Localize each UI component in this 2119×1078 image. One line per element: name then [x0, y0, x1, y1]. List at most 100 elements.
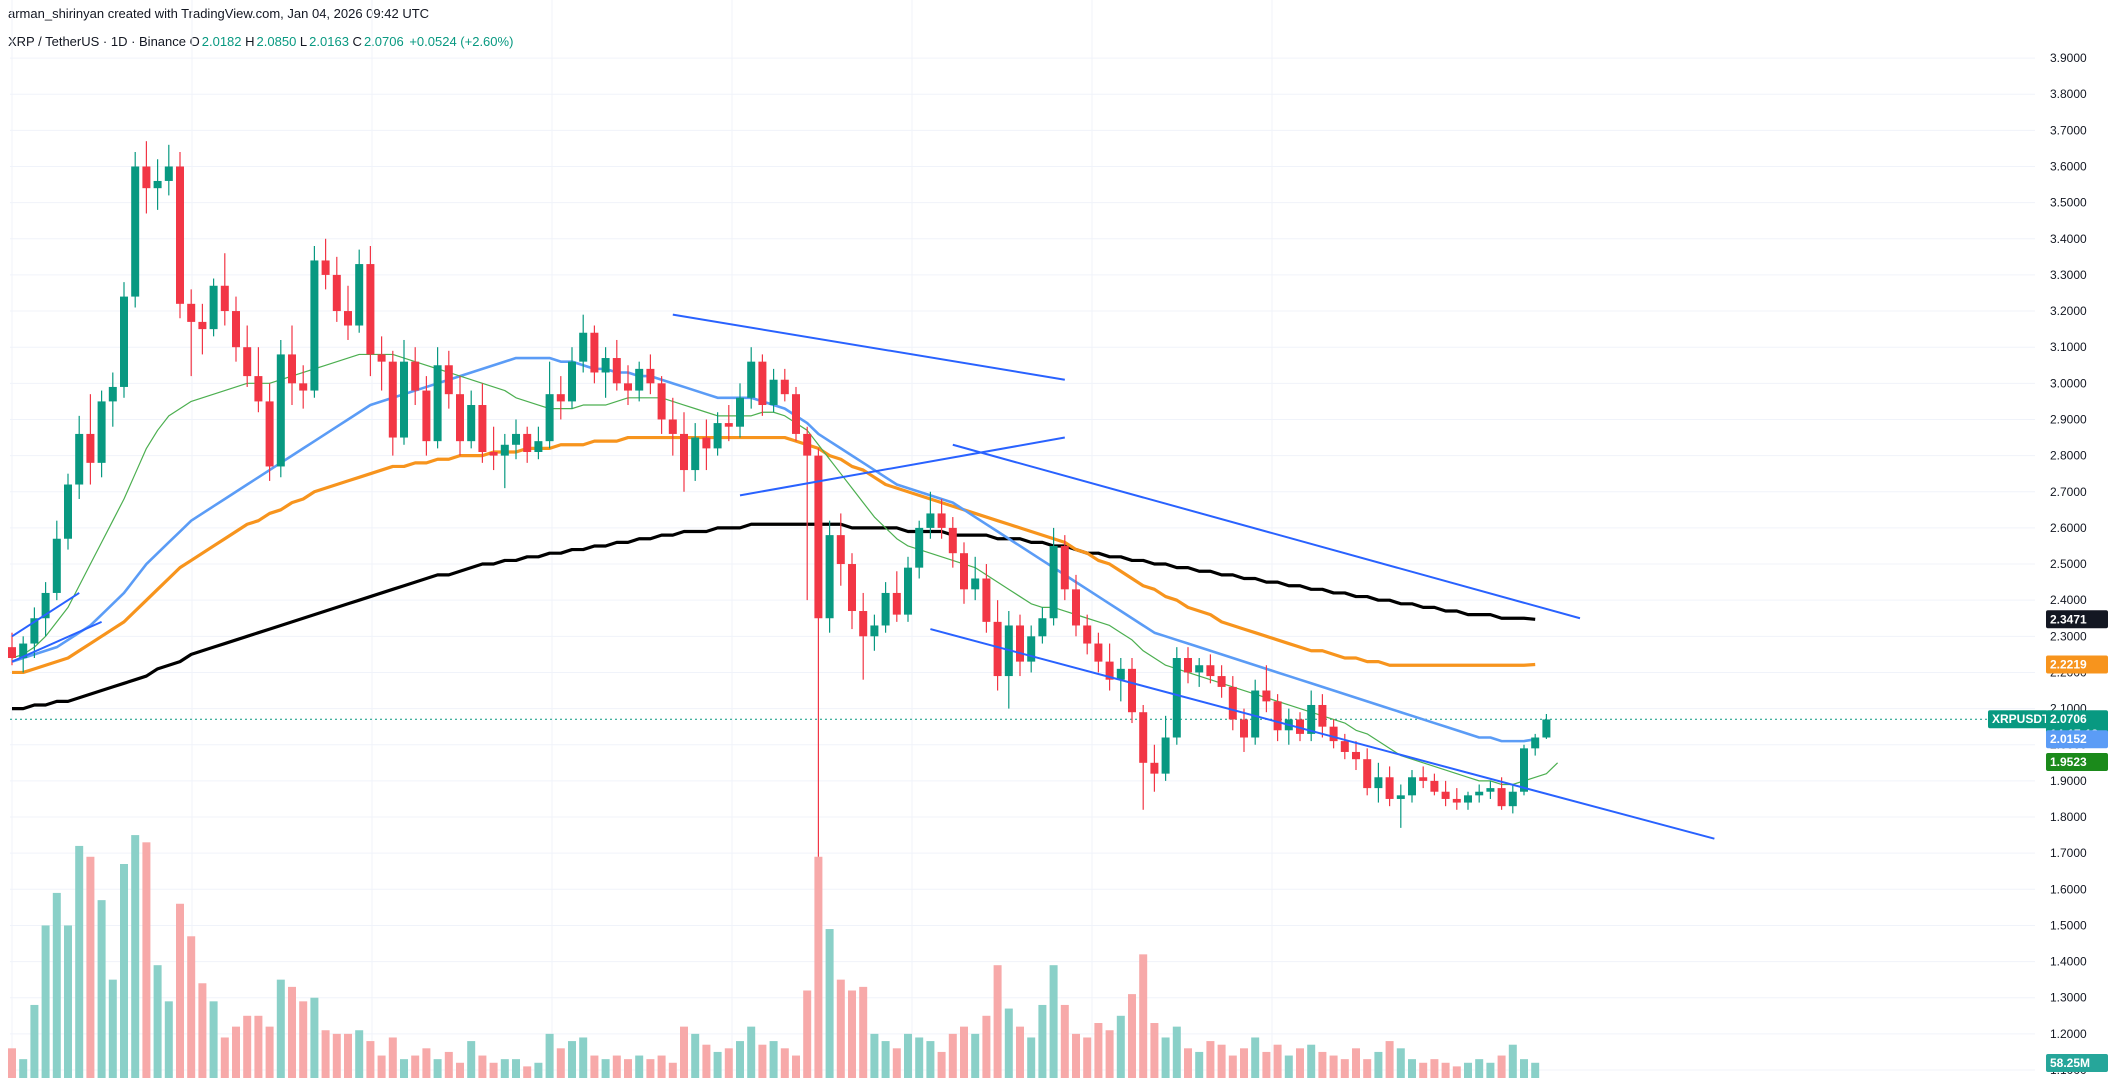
- trendlines[interactable]: [11, 313, 1715, 840]
- volume-bar: [948, 1033, 957, 1078]
- low-label: L: [299, 34, 308, 49]
- price-tick-label: 3.5000: [2050, 196, 2087, 210]
- candle-body: [702, 437, 711, 449]
- volume-bar: [1060, 1004, 1069, 1078]
- candle-body: [131, 166, 140, 297]
- volume-bar: [411, 1055, 420, 1078]
- candle-body: [1273, 701, 1282, 731]
- candle-body: [1542, 719, 1551, 738]
- candle-body: [780, 379, 789, 395]
- candle-body: [601, 358, 610, 373]
- candle-body: [1430, 780, 1439, 792]
- price-tag-value: 58.25M: [2050, 1056, 2090, 1070]
- volume-bar: [310, 997, 319, 1078]
- candle-body: [1195, 665, 1204, 673]
- candle-body: [926, 513, 935, 528]
- volume-bar: [41, 925, 50, 1078]
- candle-body: [814, 455, 823, 619]
- price-tick-label: 2.9000: [2050, 412, 2087, 426]
- price-tick-label: 3.0000: [2050, 376, 2087, 390]
- volume-bar: [288, 986, 296, 1078]
- price-tick-label: 3.2000: [2050, 304, 2087, 318]
- candle-body: [792, 394, 800, 434]
- candle-body: [1150, 762, 1159, 774]
- volume-bar: [1016, 1026, 1024, 1078]
- volume-bar: [556, 1048, 565, 1078]
- volume-bar: [209, 1001, 218, 1078]
- candle-body: [444, 365, 453, 395]
- volume-bar: [523, 1066, 532, 1078]
- candle-body: [848, 564, 856, 612]
- candle-body: [1408, 777, 1416, 796]
- volume-bar: [1296, 1048, 1304, 1078]
- candle-body: [489, 452, 498, 456]
- candle-body: [332, 274, 341, 312]
- volume-bar: [1363, 1059, 1372, 1078]
- chart-credit: arman_shirinyan created with TradingView…: [8, 6, 430, 21]
- price-tick-label: 1.2000: [2050, 1027, 2087, 1041]
- volume-bar: [1307, 1044, 1316, 1078]
- volume-bar: [97, 900, 106, 1078]
- candle-body: [1116, 668, 1125, 680]
- candle-body: [859, 611, 868, 637]
- candle-body: [1318, 704, 1327, 727]
- trendline: [11, 620, 103, 663]
- volume-bar: [881, 1041, 890, 1078]
- volume-bar: [52, 892, 61, 1078]
- volume-bar: [1038, 1004, 1047, 1078]
- grid-lines: [10, 0, 2035, 1078]
- volume-bar: [1419, 1062, 1428, 1078]
- candle-body: [52, 538, 61, 593]
- price-tick-label: 1.3000: [2050, 991, 2087, 1005]
- candle-body: [467, 405, 476, 442]
- candle-body: [276, 354, 285, 467]
- candle-body: [724, 423, 733, 427]
- candle-body: [1206, 665, 1215, 677]
- symbol-name[interactable]: XRP / TetherUS · 1D · Binance: [8, 34, 186, 49]
- candle-body: [153, 180, 162, 189]
- volume-bar: [724, 1048, 733, 1078]
- candle-body: [8, 647, 16, 658]
- volume-bar: [1083, 1037, 1092, 1078]
- candle-body: [299, 383, 308, 391]
- volume-bar: [825, 929, 834, 1078]
- candle-body: [971, 578, 980, 590]
- volume-bar: [86, 856, 95, 1078]
- volume-bar: [702, 1044, 711, 1078]
- price-tick-label: 2.6000: [2050, 521, 2087, 535]
- volume-bar: [19, 1059, 28, 1078]
- candle-body: [1508, 791, 1517, 807]
- candle-body: [579, 332, 588, 362]
- candle-body: [1060, 545, 1069, 590]
- volume-bar: [187, 936, 196, 1078]
- candle-body: [478, 405, 487, 452]
- candle-body: [108, 386, 117, 402]
- low-value: 2.0163: [309, 34, 349, 49]
- candle-body: [1452, 798, 1461, 803]
- candle-body: [993, 621, 1002, 677]
- candle-body: [1296, 719, 1304, 734]
- price-axis[interactable]: 3.9000 3.8000 3.7000 3.6000 3.5000 3.4000 3.30…: [2050, 51, 2087, 1077]
- candle-body: [1486, 788, 1495, 792]
- volume-bar: [131, 835, 140, 1078]
- candle-body: [747, 361, 756, 398]
- trendline: [672, 313, 1065, 381]
- volume-bar: [388, 1037, 397, 1078]
- candle-body: [1262, 690, 1271, 702]
- price-tag: [2046, 752, 2108, 771]
- candle-body: [948, 527, 957, 554]
- volume-bar: [433, 1059, 442, 1078]
- volume-bar: [545, 1033, 554, 1078]
- price-tags: XRPUSDT2.070614:17:182.34712.22192.01521…: [1988, 610, 2108, 1072]
- candle-body: [590, 332, 599, 373]
- candle-body: [422, 390, 431, 442]
- candle-body: [220, 285, 229, 312]
- ma-100-line: [12, 435, 1536, 675]
- candle-body: [321, 260, 330, 275]
- candle-body: [1161, 737, 1170, 774]
- candle-body: [41, 592, 50, 619]
- candle-body: [982, 578, 991, 622]
- close-value: 2.0706: [363, 34, 404, 49]
